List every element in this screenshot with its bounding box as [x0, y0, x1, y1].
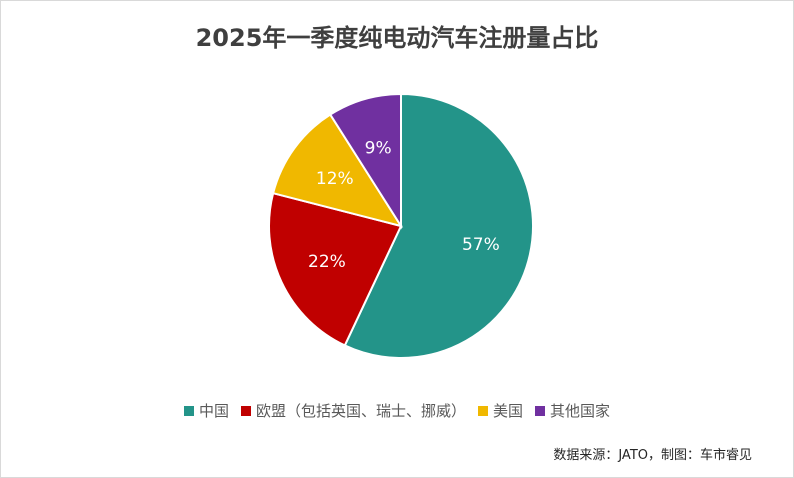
source-note: 数据来源：JATO，制图：车市睿见: [553, 448, 752, 463]
data-label-2: 22%: [308, 252, 346, 272]
legend-swatch: [240, 405, 251, 416]
legend-swatch: [183, 405, 194, 416]
data-label-3: 12%: [316, 169, 354, 189]
pie-slice-4: [328, 92, 402, 230]
legend-item-1: 中国: [183, 400, 229, 421]
legend-item-3: 美国: [478, 400, 523, 421]
data-label-4: 9%: [365, 138, 392, 158]
pie-slice-2: [268, 191, 403, 347]
chart-legend: 中国 欧盟（包括英国、瑞士、挪威） 美国 其他国家: [0, 400, 794, 421]
legend-label: 中国: [198, 402, 229, 420]
legend-label: 欧盟（包括英国、瑞士、挪威）: [255, 402, 466, 420]
legend-swatch: [478, 405, 488, 416]
legend-label: 其他国家: [550, 402, 611, 420]
legend-item-2: 欧盟（包括英国、瑞士、挪威）: [240, 400, 466, 421]
pie-slice-3: [271, 113, 404, 228]
pie-slice-1: [343, 92, 534, 359]
legend-item-4: 其他国家: [535, 400, 610, 421]
data-label-1: 57%: [462, 235, 500, 255]
legend-swatch: [535, 405, 546, 416]
chart-title: 2025年一季度纯电动汽车注册量占比: [195, 24, 599, 52]
legend-label: 美国: [493, 402, 524, 420]
